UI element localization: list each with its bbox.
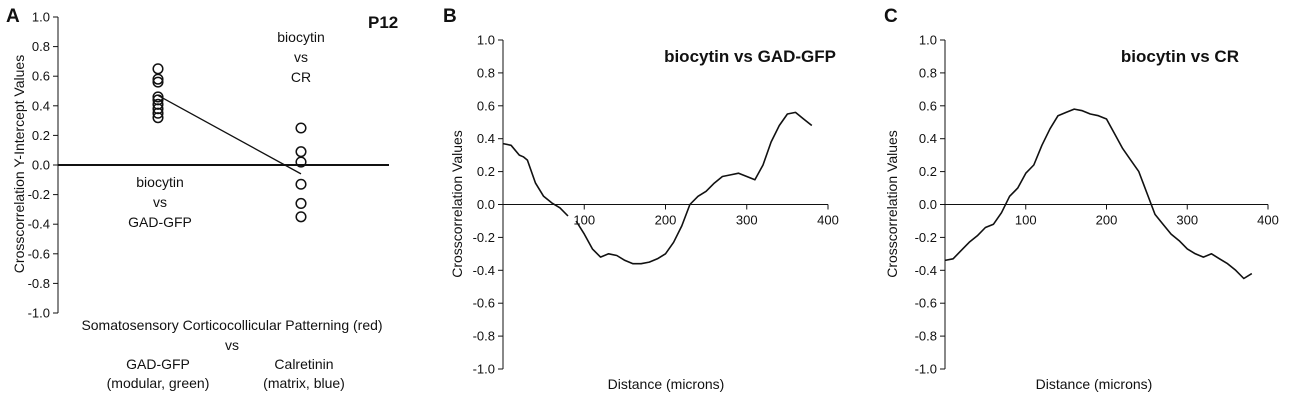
panel-c-y-tick-label: -0.8 <box>915 329 937 344</box>
panel-a-data-point <box>152 76 164 88</box>
panel-b-y-tick-label: 0.2 <box>477 164 495 179</box>
panel-b-y-tick-label: 0.6 <box>477 98 495 113</box>
panel-b-x-tick-label: 200 <box>655 213 677 228</box>
panel-b-x-tick-label: 100 <box>573 213 595 228</box>
panel-b-marks <box>502 111 813 265</box>
panel-c-label: C <box>884 6 898 27</box>
panel-a-data-point <box>152 107 164 119</box>
panel-b-axes: 1.0 0.8 0.6 0.4 0.2 0.0 -0.2 -0.4 -0.6 -0.8 -1.0 10… <box>473 33 839 377</box>
panel-a-data-point <box>295 122 307 134</box>
panel-c-axes: 1.0 0.8 0.6 0.4 0.2 0.0 -0.2 -0.4 -0.6 -0.8 -1.0 10… <box>915 33 1279 377</box>
panel-c-y-tick-label: -0.6 <box>915 296 937 311</box>
panel-b-y-tick-label: 0.0 <box>477 197 495 212</box>
panel-b-y-tick-label: -0.6 <box>473 296 495 311</box>
panel-a-y-tick-label: 1.0 <box>32 10 50 25</box>
panel-b-x-axis-title: Distance (microns) <box>608 376 725 392</box>
panel-a-data-point <box>152 91 164 103</box>
panel-a-title: P12 <box>368 13 398 32</box>
panel-b-y-tick-label: 0.8 <box>477 65 495 80</box>
panel-a-y-tick-label: -0.6 <box>28 246 50 261</box>
panel-a-y-axis-title: Crosscorrelation Y-Intercept Values <box>11 55 27 273</box>
panel-a-y-tick-label: 0.8 <box>32 39 50 54</box>
panel-c-y-tick-label: 0.4 <box>919 131 937 146</box>
panel-a-mean-line <box>157 94 302 175</box>
panel-c-y-tick-label: -0.2 <box>915 230 937 245</box>
panel-a-y-tick-label: 0.2 <box>32 128 50 143</box>
panel-a-group-annotation: biocytin <box>136 174 183 190</box>
panel-c-x-tick-label: 400 <box>1257 213 1279 228</box>
panel-c-y-tick-label: 0.6 <box>919 98 937 113</box>
panel-a-group-annotation: vs <box>294 49 308 65</box>
panel-a-x-category-2-line2: (matrix, blue) <box>263 375 345 391</box>
panel-a-data-point <box>295 156 307 168</box>
panel-c-x-tick-label: 200 <box>1096 213 1118 228</box>
panel-a-y-tick-label: -0.8 <box>28 276 50 291</box>
panel-a-y-tick-label: -1.0 <box>28 306 50 321</box>
panel-b-y-tick-label: -0.8 <box>473 329 495 344</box>
panel-a-data-point <box>152 112 164 124</box>
panel-b-series-line <box>575 111 813 265</box>
panel-a-x-category-1-line1: GAD-GFP <box>126 356 190 372</box>
panel-a-data-point <box>152 63 164 75</box>
panel-c-x-tick-label: 300 <box>1176 213 1198 228</box>
panel-a-group-annotation: CR <box>291 69 311 85</box>
panel-b-label: B <box>443 6 457 27</box>
panel-b-y-tick-label: -0.2 <box>473 230 495 245</box>
panel-a-data-point <box>295 178 307 190</box>
panel-b-x-tick-label: 300 <box>736 213 758 228</box>
panel-a-y-tick-label: 0.0 <box>32 158 50 173</box>
panel-c-y-tick-label: 0.0 <box>919 197 937 212</box>
panel-c-title: biocytin vs CR <box>1121 47 1239 66</box>
panel-c-y-tick-label: 0.8 <box>919 65 937 80</box>
panel-a-x-axis-title: Somatosensory Corticocollicular Patterni… <box>81 317 382 333</box>
panel-a-group-annotation: biocytin <box>277 29 324 45</box>
panel-c-y-tick-label: 1.0 <box>919 33 937 48</box>
panel-a-x-category-1-line2: (modular, green) <box>107 375 210 391</box>
panel-c-y-axis-title: Crosscorrelation Values <box>884 130 900 278</box>
panel-b-y-tick-label: 0.4 <box>477 131 495 146</box>
panel-c-y-tick-label: 0.2 <box>919 164 937 179</box>
panel-a-marks <box>152 63 307 223</box>
panel-a-y-tick-label: 0.4 <box>32 98 50 113</box>
panel-a: A P12 Crosscorrelation Y-Intercept Value… <box>6 6 398 391</box>
panel-c-x-axis-title: Distance (microns) <box>1036 376 1153 392</box>
panel-a-data-point <box>152 73 164 85</box>
panel-b-series-line <box>502 142 569 217</box>
panel-c-x-tick-label: 100 <box>1015 213 1037 228</box>
panel-a-data-point <box>295 197 307 210</box>
panel-a-y-axis: 1.0 0.8 0.6 0.4 0.2 0.0 -0.2 -0.4 -0.6 -0.8 -1.0 <box>28 10 389 321</box>
panel-c-series-line <box>944 108 1253 280</box>
panel-b-y-axis-title: Crosscorrelation Values <box>449 130 465 278</box>
panel-b-y-tick-label: -0.4 <box>473 263 495 278</box>
panel-a-y-tick-label: -0.2 <box>28 187 50 202</box>
panel-b-title: biocytin vs GAD-GFP <box>664 47 836 66</box>
panel-b: B biocytin vs GAD-GFP Crosscorrelation V… <box>443 6 839 392</box>
panel-b-y-tick-label: 1.0 <box>477 33 495 48</box>
panel-a-annotations: biocytin vs GAD-GFP biocytin vs CR <box>128 29 325 230</box>
panel-a-data-point <box>295 211 307 223</box>
panel-a-group-annotation: GAD-GFP <box>128 214 192 230</box>
panel-a-x-axis-vs: vs <box>225 337 239 353</box>
panel-a-y-tick-label: -0.4 <box>28 217 50 232</box>
panel-c-marks <box>944 108 1253 280</box>
panel-b-y-tick-label: -1.0 <box>473 362 495 377</box>
panel-a-group-annotation: vs <box>153 194 167 210</box>
panel-b-x-tick-label: 400 <box>817 213 839 228</box>
panel-a-x-category-2-line1: Calretinin <box>274 356 333 372</box>
panel-a-data-point <box>295 146 307 158</box>
panel-c-y-tick-label: -1.0 <box>915 362 937 377</box>
panel-c-y-tick-label: -0.4 <box>915 263 937 278</box>
panel-a-label: A <box>6 6 20 27</box>
panel-a-y-tick-label: 0.6 <box>32 69 50 84</box>
panel-c: C biocytin vs CR Crosscorrelation Values… <box>884 6 1279 392</box>
